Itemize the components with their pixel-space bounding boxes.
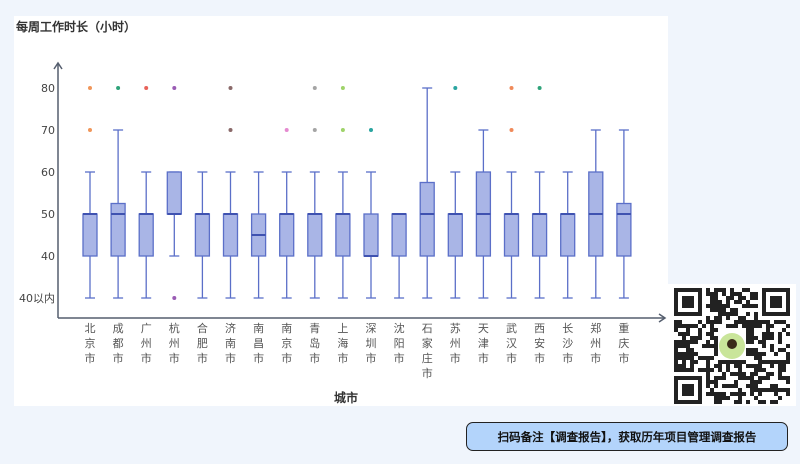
x-tick-label: 天津市 (478, 322, 489, 365)
box-广州市 (138, 86, 154, 299)
chart-title: 每周工作时长（小时） (16, 20, 137, 34)
chart-panel: 40以内 40 50 60 70 80 北京市 成都市 广州市 杭州市 合肥市 济南市 南昌市 南京市 青岛… (14, 16, 668, 406)
qr-logo-face-icon (727, 339, 737, 349)
box-iqr (447, 213, 463, 257)
x-tick-label: 郑州市 (590, 321, 601, 365)
outlier-point (228, 86, 233, 90)
x-tick-label: 济南市 (225, 321, 236, 365)
box-iqr (166, 171, 182, 215)
outlier-point (116, 86, 121, 90)
box-iqr (194, 213, 211, 257)
outlier-point (340, 128, 345, 132)
box-iqr (391, 213, 407, 257)
x-tick-label: 深圳市 (366, 322, 377, 365)
y-tick-label: 60 (41, 166, 55, 179)
x-tick-label: 重庆市 (618, 321, 629, 365)
qr-finder (674, 376, 702, 404)
box-iqr (138, 213, 154, 257)
y-tick-label: 70 (41, 124, 55, 137)
outlier-point (509, 128, 514, 132)
box-重庆市 (616, 129, 632, 299)
qr-code-image (674, 288, 790, 404)
x-tick-label: 沈阳市 (394, 321, 405, 365)
box-合肥市 (194, 171, 211, 299)
outlier-point (144, 86, 149, 90)
box-iqr (363, 213, 379, 257)
box-杭州市 (166, 86, 182, 300)
box-iqr (110, 202, 126, 257)
box-长沙市 (560, 171, 576, 299)
box-南京市 (279, 128, 295, 299)
x-tick-label: 南京市 (281, 322, 292, 365)
qr-modules (674, 288, 790, 404)
box-沈阳市 (391, 213, 407, 299)
x-tick-label: 石家庄市 (422, 322, 433, 380)
x-tick-label: 西安市 (534, 322, 545, 365)
box-iqr (616, 202, 632, 257)
outlier-point (172, 86, 177, 90)
qr-finder (674, 288, 702, 316)
x-tick-label: 成都市 (113, 322, 124, 365)
x-tick-label: 合肥市 (197, 321, 208, 365)
y-tick-label: 40以内 (19, 291, 55, 305)
outlier-point (312, 128, 317, 132)
outlier-point (172, 296, 177, 300)
x-tick-label: 南昌市 (253, 322, 264, 365)
x-axis-arrow (658, 313, 667, 323)
x-tick-label: 青岛市 (309, 322, 320, 365)
y-axis-arrow (53, 61, 63, 70)
box-苏州市 (447, 86, 463, 299)
outlier-point (509, 86, 514, 90)
box-iqr (560, 213, 576, 257)
box-iqr (335, 213, 351, 257)
x-tick-label: 长沙市 (562, 322, 573, 365)
y-tick-label: 50 (41, 208, 55, 221)
box-iqr (419, 181, 435, 257)
outlier-point (340, 86, 345, 90)
box-西安市 (531, 86, 548, 299)
box-南昌市 (250, 171, 267, 299)
outlier-point (88, 86, 92, 90)
x-axis-title: 城市 (334, 390, 358, 405)
y-tick-label: 80 (41, 82, 55, 95)
box-济南市 (222, 86, 239, 299)
box-上海市 (335, 86, 351, 299)
box-iqr (82, 213, 98, 257)
outlier-point (228, 128, 233, 132)
box-成都市 (110, 86, 126, 299)
box-iqr (279, 213, 295, 257)
box-iqr (222, 213, 239, 257)
box-青岛市 (307, 86, 323, 299)
box-深圳市 (363, 128, 379, 299)
outlier-point (284, 128, 289, 132)
y-tick-label: 40 (41, 250, 55, 263)
x-tick-label: 武汉市 (506, 322, 517, 365)
outlier-point (453, 86, 458, 90)
outlier-point (312, 86, 317, 90)
qr-code (668, 284, 796, 406)
x-tick-label: 苏州市 (450, 322, 461, 365)
box-北京市 (82, 86, 98, 299)
box-iqr (531, 213, 548, 257)
footer-banner[interactable]: 扫码备注【调查报告】，获取历年项目管理调查报告 (466, 422, 788, 451)
x-tick-label: 上海市 (337, 322, 348, 365)
boxplot-chart: 40以内 40 50 60 70 80 北京市 成都市 广州市 杭州市 合肥市 济南市 南昌市 南京市 青岛… (19, 61, 667, 405)
box-郑州市 (588, 129, 604, 299)
x-tick-label: 北京市 (85, 322, 96, 365)
qr-finder (762, 288, 790, 316)
box-iqr (307, 213, 323, 257)
outlier-point (88, 128, 92, 132)
box-iqr (503, 213, 520, 257)
box-武汉市 (503, 86, 520, 299)
outlier-point (537, 86, 542, 90)
box-石家庄市 (419, 87, 435, 299)
outlier-point (369, 128, 373, 132)
x-tick-label: 杭州市 (169, 321, 180, 365)
x-tick-label: 广州市 (141, 322, 152, 365)
box-天津市 (475, 129, 492, 299)
